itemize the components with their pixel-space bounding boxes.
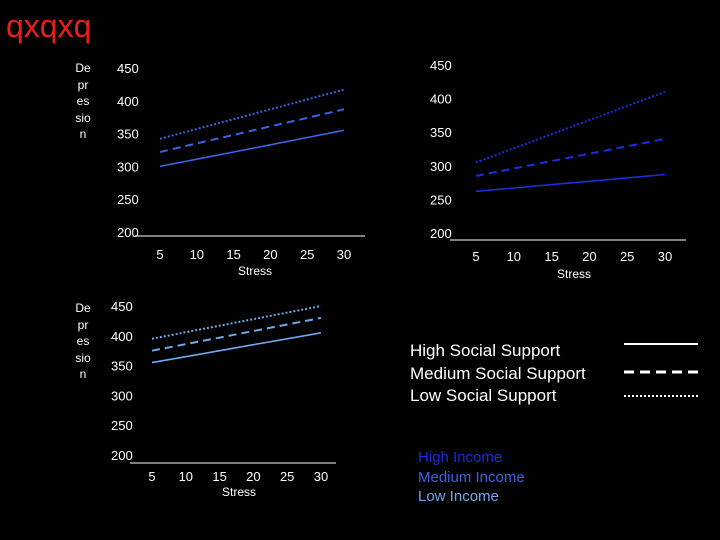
y-tick-label: 250 [430,192,452,207]
x-axis-label: Stress [222,485,256,499]
y-tick-label: 200 [111,448,133,463]
legend-label-high-support: High Social Support [410,341,561,360]
legend-row-low-support: Low Social Support [410,385,586,408]
x-tick-label: 30 [314,469,328,484]
series-line-dotted [151,305,322,340]
y-tick-label: 300 [430,159,452,174]
x-tick-label: 10 [190,247,204,262]
x-tick-label: 20 [263,247,277,262]
y-tick-label: 450 [117,61,139,76]
income-legend: High Income Medium Income Low Income [418,448,525,507]
x-axis-label: Stress [238,264,272,278]
x-tick-label: 25 [620,249,634,264]
x-tick-label: 20 [582,249,596,264]
series-line-solid [159,129,345,168]
legend-high-income: High Income [418,449,503,466]
y-tick-label: 350 [430,125,452,140]
legend-label-low-support: Low Social Support [410,386,557,405]
y-tick-label: 350 [111,359,133,374]
slide-title: qxqxq [6,8,92,44]
y-tick-label: 250 [111,418,133,433]
y-tick-label: 200 [430,226,452,241]
x-tick-label: 30 [658,249,672,264]
y-tick-label: 350 [117,127,139,142]
legend-row-medium-support: Medium Social Support [410,363,586,386]
legend-medium-income: Medium Income [418,468,525,486]
y-tick-label: 450 [111,299,133,314]
x-tick-label: 25 [280,469,294,484]
series-line-dotted [475,90,666,164]
y-tick-label: 400 [430,92,452,107]
x-tick-label: 5 [472,249,479,264]
series-line-dashed [475,137,666,177]
x-tick-label: 5 [156,247,163,262]
x-axis-label: Stress [557,267,591,281]
legend-row-high-support: High Social Support [410,340,586,363]
x-tick-label: 10 [179,469,193,484]
y-tick-label: 400 [111,329,133,344]
x-tick-label: 15 [544,249,558,264]
series-line-dashed [151,316,322,352]
y-tick-label: 250 [117,192,139,207]
x-tick-label: 10 [507,249,521,264]
x-tick-label: 20 [246,469,260,484]
y-tick-label: 450 [430,58,452,73]
x-tick-label: 30 [337,247,351,262]
chart1-ylabel: Depression [75,61,91,141]
x-tick-label: 15 [212,469,226,484]
chart3-ylabel: Depression [75,301,91,381]
series-line-solid [151,332,322,364]
series-line-solid [475,173,666,193]
x-tick-label: 5 [148,469,155,484]
y-tick-label: 400 [117,94,139,109]
legend-label-medium-support: Medium Social Support [410,363,586,383]
y-tick-label: 300 [117,159,139,174]
line-style-legend: High Social Support Medium Social Suppor… [410,340,586,408]
x-tick-label: 25 [300,247,314,262]
y-tick-label: 300 [111,388,133,403]
series-line-dashed [159,108,345,153]
x-tick-label: 15 [226,247,240,262]
legend-low-income: Low Income [418,488,499,505]
y-tick-label: 200 [117,225,139,240]
